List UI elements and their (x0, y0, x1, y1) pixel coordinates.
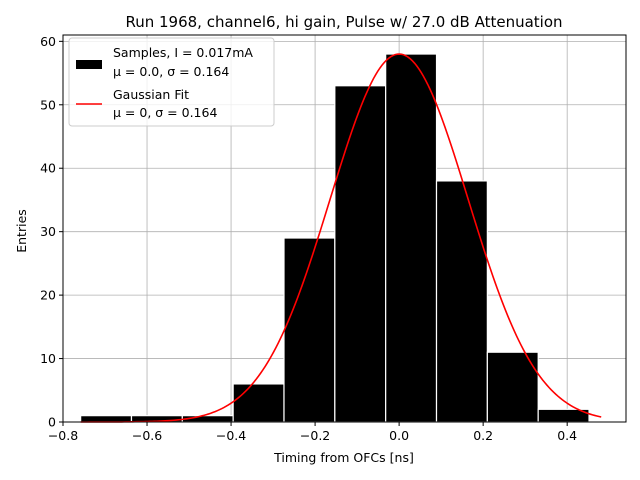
y-tick-label: 60 (40, 34, 56, 49)
x-tick-label: 0.2 (473, 428, 493, 443)
x-tick-label: 0.0 (389, 428, 409, 443)
y-tick-label: 0 (48, 415, 56, 430)
histogram-bar (334, 85, 387, 423)
y-tick-label: 10 (40, 351, 56, 366)
histogram-bar (232, 383, 285, 423)
x-tick-label: −0.8 (48, 428, 78, 443)
x-tick-label: −0.6 (132, 428, 162, 443)
legend: Samples, I = 0.017mA μ = 0.0, σ = 0.164 … (68, 37, 275, 127)
legend-label-samples-line1: Samples, I = 0.017mA (113, 45, 253, 60)
y-tick-label: 50 (40, 97, 56, 112)
axis-ticks: −0.8 −0.6 −0.4 −0.2 0.0 0.2 0.4 0 10 20 30 40 50 60 (40, 34, 577, 443)
y-axis-label: Entries (14, 209, 29, 253)
chart-title: Run 1968, channel6, hi gain, Pulse w/ 27… (125, 13, 562, 31)
legend-label-fit-line2: μ = 0, σ = 0.164 (113, 105, 217, 120)
x-tick-label: 0.4 (557, 428, 577, 443)
x-tick-label: −0.4 (216, 428, 246, 443)
x-axis-label: Timing from OFCs [ns] (273, 450, 414, 465)
y-tick-label: 20 (40, 288, 56, 303)
y-tick-label: 30 (40, 224, 56, 239)
histogram-bar (435, 180, 488, 423)
legend-swatch-samples (76, 60, 102, 69)
legend-label-fit-line1: Gaussian Fit (113, 87, 189, 102)
histogram-bar (283, 237, 336, 423)
y-tick-label: 40 (40, 161, 56, 176)
histogram-bar (80, 415, 133, 423)
legend-box (68, 37, 275, 127)
gaussian-fit (80, 53, 602, 423)
plot-frame (62, 34, 627, 423)
legend-label-samples-line2: μ = 0.0, σ = 0.164 (113, 64, 229, 79)
histogram-bar (385, 53, 438, 423)
gaussian-fit-line (80, 53, 602, 423)
histogram-bars (80, 53, 590, 423)
x-tick-label: −0.2 (300, 428, 330, 443)
